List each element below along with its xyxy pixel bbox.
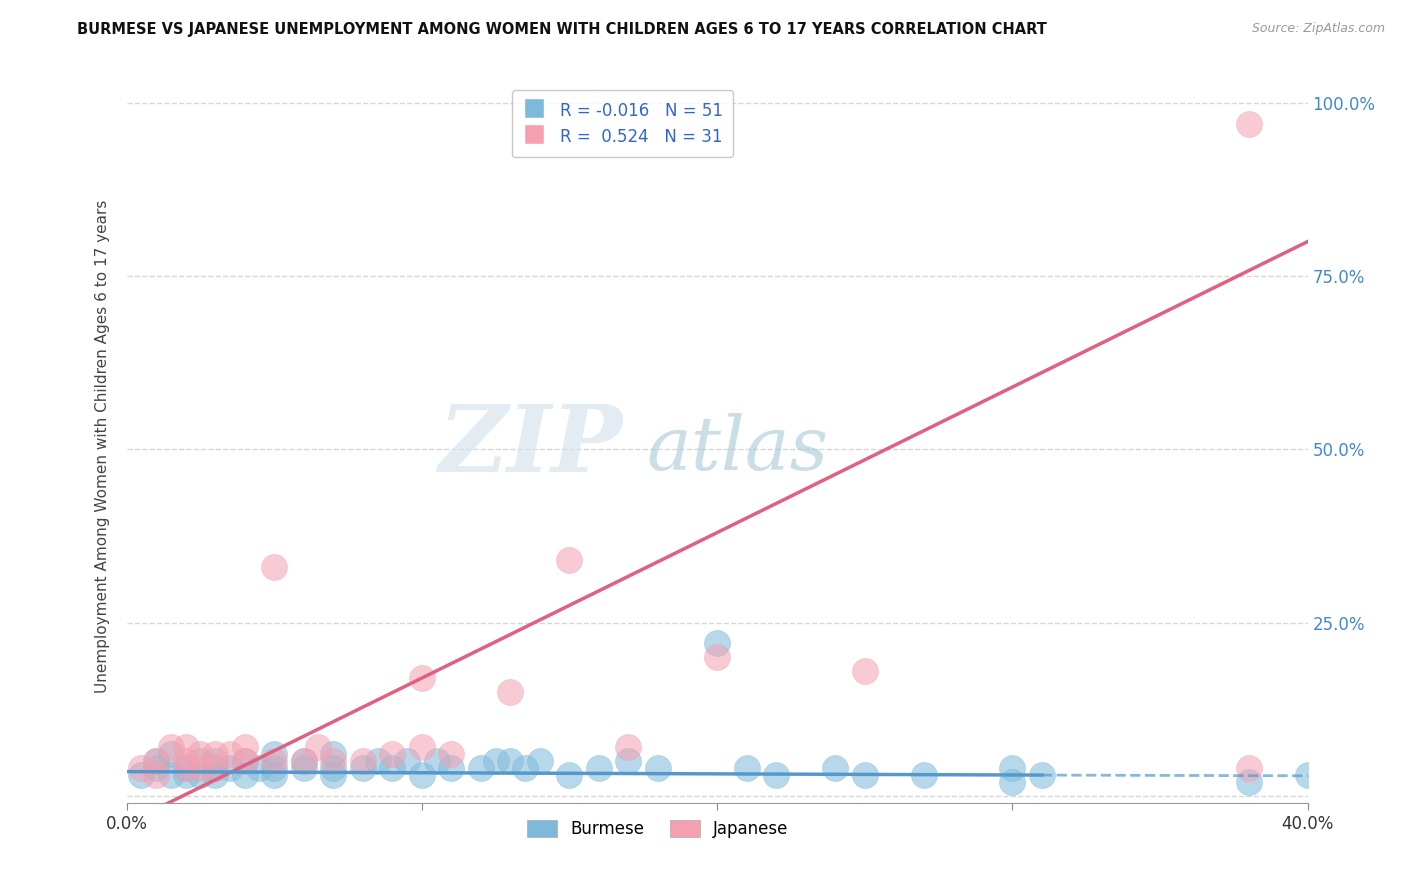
Point — [233, 768, 256, 782]
Point — [188, 747, 212, 762]
Point — [145, 768, 167, 782]
Y-axis label: Unemployment Among Women with Children Ages 6 to 17 years: Unemployment Among Women with Children A… — [94, 199, 110, 693]
Point — [470, 761, 492, 775]
Point — [188, 768, 212, 782]
Point — [174, 761, 197, 775]
Point — [263, 761, 285, 775]
Point — [219, 747, 242, 762]
Point — [440, 761, 463, 775]
Point — [735, 761, 758, 775]
Point — [263, 754, 285, 768]
Point — [1296, 768, 1319, 782]
Point — [352, 761, 374, 775]
Point — [617, 740, 640, 755]
Point — [912, 768, 935, 782]
Point — [174, 754, 197, 768]
Point — [499, 754, 522, 768]
Point — [853, 664, 876, 678]
Point — [233, 754, 256, 768]
Point — [322, 747, 344, 762]
Point — [1001, 775, 1024, 789]
Point — [233, 740, 256, 755]
Text: Source: ZipAtlas.com: Source: ZipAtlas.com — [1251, 22, 1385, 36]
Point — [160, 768, 183, 782]
Point — [145, 754, 167, 768]
Point — [145, 761, 167, 775]
Point — [1031, 768, 1053, 782]
Point — [204, 768, 226, 782]
Point — [145, 754, 167, 768]
Point — [558, 553, 581, 567]
Text: BURMESE VS JAPANESE UNEMPLOYMENT AMONG WOMEN WITH CHILDREN AGES 6 TO 17 YEARS CO: BURMESE VS JAPANESE UNEMPLOYMENT AMONG W… — [77, 22, 1047, 37]
Point — [219, 761, 242, 775]
Point — [263, 747, 285, 762]
Point — [322, 768, 344, 782]
Point — [411, 740, 433, 755]
Point — [381, 761, 404, 775]
Point — [647, 761, 669, 775]
Point — [160, 740, 183, 755]
Point — [308, 740, 330, 755]
Text: ZIP: ZIP — [439, 401, 623, 491]
Point — [129, 768, 153, 782]
Point — [515, 761, 537, 775]
Point — [263, 768, 285, 782]
Point — [322, 754, 344, 768]
Point — [174, 768, 197, 782]
Point — [249, 761, 271, 775]
Point — [204, 761, 226, 775]
Point — [617, 754, 640, 768]
Point — [292, 754, 315, 768]
Point — [765, 768, 787, 782]
Point — [188, 761, 212, 775]
Point — [706, 650, 728, 665]
Point — [352, 754, 374, 768]
Point — [381, 747, 404, 762]
Point — [824, 761, 846, 775]
Point — [292, 761, 315, 775]
Point — [853, 768, 876, 782]
Point — [440, 747, 463, 762]
Point — [558, 768, 581, 782]
Point — [188, 754, 212, 768]
Point — [1237, 775, 1260, 789]
Point — [499, 685, 522, 699]
Point — [396, 754, 419, 768]
Point — [411, 768, 433, 782]
Point — [204, 747, 226, 762]
Legend: Burmese, Japanese: Burmese, Japanese — [520, 813, 796, 845]
Point — [233, 754, 256, 768]
Point — [204, 761, 226, 775]
Point — [322, 761, 344, 775]
Point — [174, 740, 197, 755]
Point — [1237, 117, 1260, 131]
Point — [484, 754, 508, 768]
Point — [529, 754, 551, 768]
Point — [425, 754, 447, 768]
Point — [1237, 761, 1260, 775]
Point — [174, 761, 197, 775]
Point — [1001, 761, 1024, 775]
Point — [263, 560, 285, 574]
Point — [204, 754, 226, 768]
Point — [411, 671, 433, 685]
Text: atlas: atlas — [647, 413, 828, 486]
Point — [367, 754, 389, 768]
Point — [706, 636, 728, 650]
Point — [588, 761, 610, 775]
Point — [129, 761, 153, 775]
Point — [292, 754, 315, 768]
Point — [160, 747, 183, 762]
